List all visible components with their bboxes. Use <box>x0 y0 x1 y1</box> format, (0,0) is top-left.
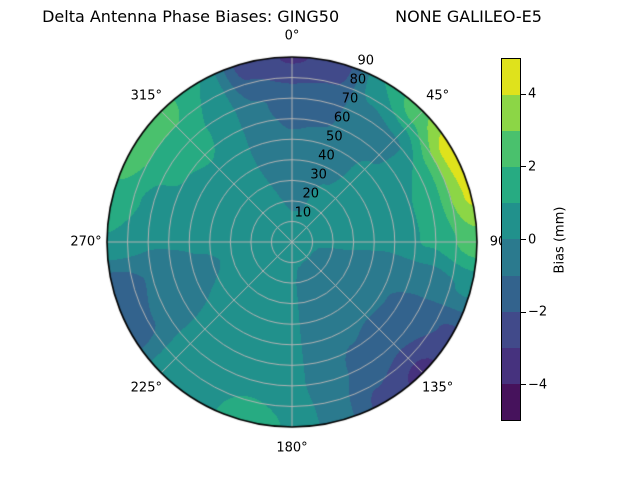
plot-title: Delta Antenna Phase Biases: GING50 NONE … <box>42 7 542 26</box>
radial-tick-label-10: 10 <box>294 205 312 221</box>
colorbar-band <box>502 347 520 384</box>
colorbar-tick <box>521 311 526 313</box>
radial-tick-label-20: 20 <box>302 186 319 202</box>
colorbar-tick <box>521 93 526 95</box>
colorbar-tick-label-2: 2 <box>528 159 537 175</box>
colorbar-tick-label-0: 0 <box>528 232 537 247</box>
colorbar-tick-label--4: −4 <box>528 377 548 393</box>
colorbar-band <box>502 59 520 96</box>
colorbar-axis-label: Bias (mm) <box>552 206 568 274</box>
colorbar-tick <box>521 384 526 386</box>
colorbar-band <box>502 167 520 204</box>
colorbar <box>501 58 521 421</box>
radial-tick-label-40: 40 <box>318 148 335 164</box>
colorbar-band <box>502 275 520 312</box>
colorbar-band <box>502 95 520 132</box>
theta-tick-label-45: 45° <box>426 88 450 104</box>
theta-tick-label-270: 270° <box>70 234 102 250</box>
radial-tick-label-90: 90 <box>357 53 375 69</box>
radial-tick-label-60: 60 <box>333 110 351 126</box>
colorbar-band <box>502 131 520 168</box>
colorbar-tick-label-4: 4 <box>528 86 537 102</box>
theta-tick-label-135: 135° <box>421 380 454 396</box>
theta-tick-label-315: 315° <box>130 88 162 104</box>
radial-tick-label-70: 70 <box>341 91 359 107</box>
colorbar-tick-label--2: −2 <box>528 304 548 320</box>
theta-tick-label-0: 0° <box>284 28 300 44</box>
theta-tick-label-180: 180° <box>276 440 308 456</box>
radial-tick-label-80: 80 <box>349 72 367 88</box>
theta-tick-label-225: 225° <box>130 380 162 396</box>
colorbar-band <box>502 239 520 276</box>
radial-tick-label-50: 50 <box>326 129 343 145</box>
colorbar-band <box>502 383 520 420</box>
radial-tick-label-30: 30 <box>310 167 327 183</box>
colorbar-band <box>502 203 520 240</box>
colorbar-band <box>502 311 520 348</box>
colorbar-tick <box>521 239 526 240</box>
colorbar-tick <box>521 166 526 168</box>
